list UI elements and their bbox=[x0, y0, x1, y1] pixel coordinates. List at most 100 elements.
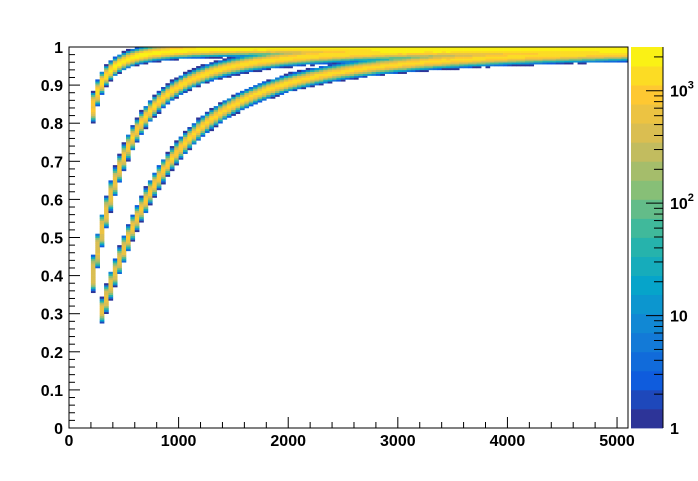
colorbar-swatch bbox=[631, 47, 663, 67]
heatmap-cell bbox=[222, 106, 228, 109]
y-tick-label: 0.6 bbox=[41, 192, 63, 209]
heatmap-cell bbox=[204, 64, 210, 67]
heatmap-cell bbox=[213, 75, 219, 78]
heatmap-cell bbox=[301, 83, 307, 86]
heatmap-cell bbox=[305, 71, 311, 74]
heatmap-cell bbox=[187, 52, 193, 55]
heatmap-cell bbox=[279, 83, 285, 86]
heatmap-cell bbox=[95, 96, 100, 99]
heatmap-cell bbox=[617, 54, 622, 57]
heatmap-cell bbox=[393, 56, 399, 59]
heatmap-cell bbox=[555, 48, 561, 52]
heatmap-cell bbox=[353, 62, 359, 65]
heatmap-cell bbox=[481, 58, 486, 61]
heatmap-cell bbox=[279, 87, 285, 90]
heatmap-cell bbox=[161, 165, 166, 168]
heatmap-cell bbox=[196, 85, 201, 88]
heatmap-cell bbox=[371, 60, 377, 63]
heatmap-cell bbox=[182, 146, 188, 149]
heatmap-cell bbox=[126, 157, 131, 160]
heatmap-cell bbox=[121, 67, 127, 71]
heatmap-cell bbox=[165, 100, 171, 103]
x-axis: 0 1000 2000 3000 4000 5000 bbox=[65, 417, 635, 450]
heatmap-cell bbox=[446, 48, 451, 52]
heatmap-cell bbox=[533, 47, 539, 50]
heatmap-cell bbox=[410, 66, 416, 69]
heatmap-cell bbox=[524, 54, 530, 57]
heatmap-cell bbox=[270, 92, 276, 95]
heatmap-cell bbox=[393, 47, 399, 50]
heatmap-cell bbox=[200, 125, 206, 128]
heatmap-cell bbox=[332, 67, 337, 71]
heatmap-cell bbox=[288, 58, 293, 61]
heatmap-cell bbox=[108, 62, 114, 65]
heatmap-cell bbox=[305, 54, 311, 57]
heatmap-cell bbox=[191, 50, 197, 54]
colorbar-swatch bbox=[631, 104, 663, 124]
colorbar-swatch bbox=[631, 142, 663, 162]
heatmap-cell bbox=[511, 54, 517, 57]
heatmap-cell bbox=[108, 287, 114, 290]
colorbar-swatch bbox=[631, 389, 663, 410]
heatmap-cell bbox=[117, 260, 122, 263]
heatmap-cell bbox=[191, 75, 197, 78]
heatmap-cell bbox=[441, 56, 447, 59]
heatmap-cell bbox=[200, 52, 206, 55]
heatmap-cell bbox=[161, 172, 166, 175]
heatmap-cell bbox=[353, 69, 359, 73]
heatmap-cell bbox=[318, 73, 324, 76]
heatmap-cell bbox=[336, 62, 342, 65]
heatmap-cell bbox=[209, 123, 214, 126]
heatmap-cell bbox=[200, 48, 206, 52]
heatmap-cell bbox=[450, 60, 456, 63]
heatmap-cell bbox=[161, 167, 166, 170]
heatmap-cell bbox=[187, 54, 193, 57]
heatmap-cell bbox=[463, 66, 469, 69]
heatmap-cell bbox=[239, 48, 245, 52]
heatmap-cell bbox=[143, 107, 149, 111]
heatmap-cell bbox=[402, 69, 407, 73]
heatmap-cell bbox=[608, 48, 613, 52]
heatmap-cell bbox=[367, 60, 372, 63]
heatmap-cell bbox=[161, 94, 166, 97]
heatmap-cell bbox=[196, 134, 201, 137]
heatmap-cell bbox=[143, 203, 149, 206]
heatmap-cell bbox=[222, 66, 228, 69]
heatmap-cell bbox=[446, 58, 451, 61]
heatmap-cell bbox=[130, 62, 136, 65]
heatmap-cell bbox=[174, 146, 179, 149]
heatmap-cell bbox=[266, 62, 271, 65]
heatmap-cell bbox=[104, 214, 109, 217]
heatmap-cell bbox=[340, 52, 346, 55]
heatmap-cell bbox=[288, 71, 293, 74]
heatmap-cell bbox=[165, 102, 171, 105]
heatmap-cell bbox=[310, 81, 315, 84]
heatmap-cell bbox=[533, 52, 539, 55]
heatmap-cell bbox=[336, 50, 342, 54]
heatmap-cell bbox=[590, 54, 596, 57]
heatmap-cell bbox=[380, 73, 385, 76]
heatmap-cell bbox=[288, 62, 293, 65]
heatmap-cell bbox=[266, 81, 271, 84]
heatmap-cell bbox=[340, 77, 346, 80]
heatmap-cell bbox=[603, 58, 609, 61]
heatmap-cell bbox=[139, 52, 144, 55]
heatmap-cell bbox=[90, 100, 96, 103]
heatmap-cell bbox=[130, 132, 136, 135]
heatmap-cell bbox=[437, 60, 442, 63]
heatmap-cell bbox=[446, 60, 451, 63]
heatmap-cell bbox=[90, 92, 96, 95]
heatmap-cell bbox=[104, 83, 109, 86]
heatmap-cell bbox=[196, 136, 201, 139]
heatmap-cell bbox=[296, 50, 302, 54]
heatmap-cell bbox=[353, 73, 359, 76]
heatmap-cell bbox=[323, 60, 328, 63]
heatmap-cell bbox=[533, 60, 539, 63]
heatmap-cell bbox=[112, 187, 118, 191]
heatmap-cell bbox=[305, 62, 311, 65]
heatmap-cell bbox=[156, 100, 162, 103]
heatmap-cell bbox=[147, 195, 153, 198]
heatmap-cell bbox=[213, 67, 219, 71]
heatmap-cell bbox=[577, 47, 583, 50]
heatmap-cell bbox=[529, 47, 535, 50]
